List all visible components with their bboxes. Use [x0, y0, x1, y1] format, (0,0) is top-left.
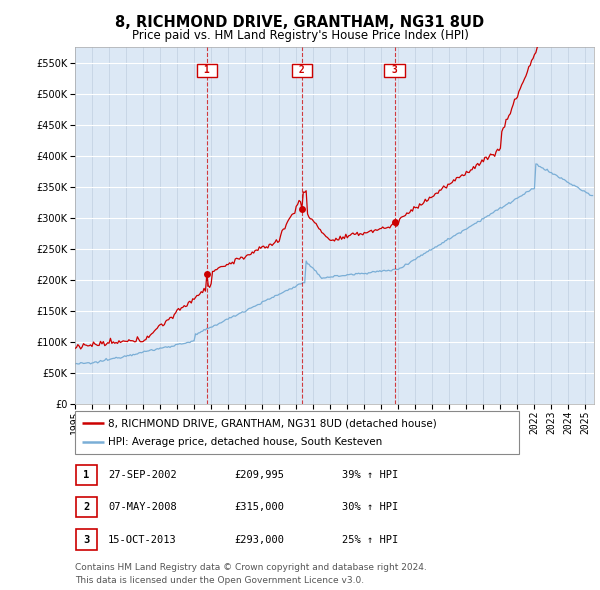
Text: 8, RICHMOND DRIVE, GRANTHAM, NG31 8UD: 8, RICHMOND DRIVE, GRANTHAM, NG31 8UD	[115, 15, 485, 30]
Text: 25% ↑ HPI: 25% ↑ HPI	[342, 535, 398, 545]
Text: £209,995: £209,995	[234, 470, 284, 480]
Text: 2: 2	[293, 65, 311, 76]
Text: 3: 3	[83, 535, 89, 545]
Text: 27-SEP-2002: 27-SEP-2002	[108, 470, 177, 480]
Text: 15-OCT-2013: 15-OCT-2013	[108, 535, 177, 545]
Text: 1: 1	[83, 470, 89, 480]
Text: 30% ↑ HPI: 30% ↑ HPI	[342, 502, 398, 512]
Text: 8, RICHMOND DRIVE, GRANTHAM, NG31 8UD (detached house): 8, RICHMOND DRIVE, GRANTHAM, NG31 8UD (d…	[108, 418, 437, 428]
Text: 1: 1	[198, 65, 215, 76]
Text: This data is licensed under the Open Government Licence v3.0.: This data is licensed under the Open Gov…	[75, 576, 364, 585]
Text: £315,000: £315,000	[234, 502, 284, 512]
Text: 2: 2	[83, 502, 89, 512]
Text: Price paid vs. HM Land Registry's House Price Index (HPI): Price paid vs. HM Land Registry's House …	[131, 29, 469, 42]
Text: 39% ↑ HPI: 39% ↑ HPI	[342, 470, 398, 480]
Text: £293,000: £293,000	[234, 535, 284, 545]
Text: 07-MAY-2008: 07-MAY-2008	[108, 502, 177, 512]
Text: 3: 3	[386, 65, 404, 76]
Text: HPI: Average price, detached house, South Kesteven: HPI: Average price, detached house, Sout…	[108, 437, 383, 447]
Text: Contains HM Land Registry data © Crown copyright and database right 2024.: Contains HM Land Registry data © Crown c…	[75, 563, 427, 572]
